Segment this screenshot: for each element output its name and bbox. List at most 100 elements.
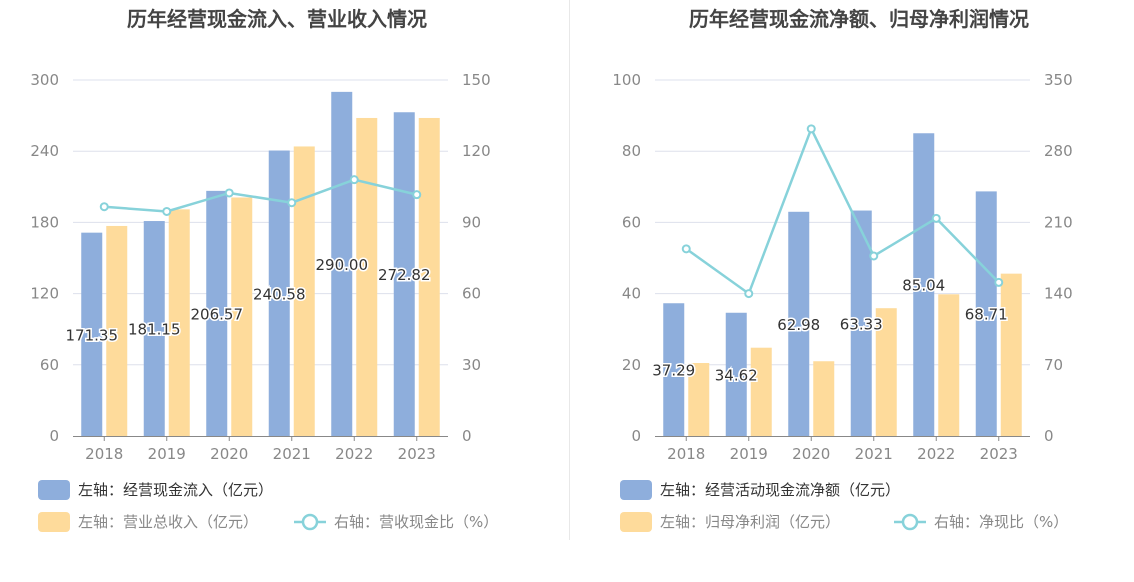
line-point bbox=[931, 213, 941, 223]
y-left-tick-label: 0 bbox=[631, 427, 641, 445]
bar-series-2 bbox=[938, 294, 960, 436]
bar-series-2 bbox=[875, 308, 897, 436]
line-point bbox=[744, 289, 754, 299]
y-left-tick-label: 240 bbox=[30, 142, 59, 160]
bar-series-1 bbox=[850, 210, 872, 436]
bar-data-label: 171.35 bbox=[66, 326, 119, 344]
bar-series-2 bbox=[106, 225, 128, 436]
y-right-tick-label: 150 bbox=[462, 71, 491, 89]
x-tick-label: 2018 bbox=[667, 445, 705, 463]
panel-divider bbox=[569, 0, 570, 540]
chart-title: 历年经营现金流入、营业收入情况 bbox=[127, 7, 427, 31]
bar-series-1 bbox=[81, 232, 103, 436]
y-right-tick-label: 60 bbox=[462, 285, 481, 303]
bar-data-label: 63.33 bbox=[840, 315, 883, 333]
y-left-tick-label: 20 bbox=[622, 356, 641, 374]
bar-series-1 bbox=[788, 211, 810, 436]
y-right-tick-label: 210 bbox=[1044, 213, 1073, 231]
y-right-tick-label: 280 bbox=[1044, 142, 1073, 160]
x-tick-label: 2020 bbox=[210, 445, 248, 463]
legend-line-marker bbox=[301, 513, 319, 531]
bar-series-2 bbox=[688, 363, 710, 436]
y-right-tick-label: 0 bbox=[462, 427, 472, 445]
line-point bbox=[869, 251, 879, 261]
x-tick-label: 2022 bbox=[917, 445, 955, 463]
y-right-tick-label: 30 bbox=[462, 356, 481, 374]
x-tick-label: 2021 bbox=[855, 445, 893, 463]
legend-label: 左轴：经营活动现金流净额（亿元） bbox=[660, 481, 900, 499]
y-right-tick-label: 70 bbox=[1044, 356, 1063, 374]
y-right-tick-label: 0 bbox=[1044, 427, 1054, 445]
x-tick-label: 2019 bbox=[730, 445, 768, 463]
y-left-tick-label: 180 bbox=[30, 213, 59, 231]
bar-data-label: 272.82 bbox=[378, 266, 431, 284]
y-left-tick-label: 120 bbox=[30, 285, 59, 303]
bar-series-1 bbox=[725, 312, 747, 436]
legend-swatch bbox=[620, 480, 652, 500]
y-left-tick-label: 60 bbox=[40, 356, 59, 374]
bar-data-label: 290.00 bbox=[316, 256, 369, 274]
bar-series-2 bbox=[750, 347, 772, 436]
x-tick-label: 2022 bbox=[335, 445, 373, 463]
line-point bbox=[412, 190, 422, 200]
bar-data-label: 206.57 bbox=[191, 305, 244, 323]
legend-label: 右轴：净现比（%） bbox=[934, 513, 1068, 531]
bar-series-1 bbox=[663, 303, 685, 436]
bar-data-label: 181.15 bbox=[128, 321, 181, 339]
line-point bbox=[681, 244, 691, 254]
line-point bbox=[224, 188, 234, 198]
bar-series-1 bbox=[206, 190, 228, 436]
y-right-tick-label: 140 bbox=[1044, 285, 1073, 303]
chart-cash-inflow-revenue: 历年经营现金流入、营业收入情况 0 0 60 30 120 60 180 90 240 120 300… bbox=[30, 7, 498, 532]
bar-series-2 bbox=[418, 117, 440, 437]
legend-line-marker bbox=[901, 513, 919, 531]
legend-label: 右轴：营收现金比（%） bbox=[334, 513, 498, 531]
legend-swatch bbox=[38, 512, 70, 532]
y-left-tick-label: 100 bbox=[612, 71, 641, 89]
legend-swatch bbox=[620, 512, 652, 532]
x-tick-label: 2021 bbox=[273, 445, 311, 463]
line-point bbox=[994, 277, 1004, 287]
chart-title: 历年经营现金流净额、归母净利润情况 bbox=[689, 7, 1029, 31]
legend-label: 左轴：经营现金流入（亿元） bbox=[78, 481, 273, 499]
bar-series-1 bbox=[913, 133, 935, 436]
bar-series-2 bbox=[168, 209, 190, 436]
x-tick-label: 2023 bbox=[398, 445, 436, 463]
line-point bbox=[162, 206, 172, 216]
line-point bbox=[349, 175, 359, 185]
bar-data-label: 85.04 bbox=[902, 277, 945, 295]
legend-swatch bbox=[38, 480, 70, 500]
legend-label: 左轴：归母净利润（亿元） bbox=[660, 513, 840, 531]
bar-series-2 bbox=[231, 197, 253, 436]
bar-series-2 bbox=[813, 361, 835, 436]
y-left-tick-label: 40 bbox=[622, 285, 641, 303]
y-left-tick-label: 80 bbox=[622, 142, 641, 160]
y-right-tick-label: 90 bbox=[462, 213, 481, 231]
bar-data-label: 240.58 bbox=[253, 285, 306, 303]
bar-data-label: 62.98 bbox=[777, 316, 820, 334]
bar-series-1 bbox=[975, 191, 997, 436]
line-series bbox=[685, 125, 1000, 296]
bar-series-2 bbox=[1000, 273, 1022, 436]
x-tick-label: 2020 bbox=[792, 445, 830, 463]
x-tick-label: 2023 bbox=[980, 445, 1018, 463]
line-point bbox=[806, 124, 816, 134]
bar-series-2 bbox=[293, 146, 315, 436]
bar-data-label: 37.29 bbox=[652, 362, 695, 380]
bar-data-label: 68.71 bbox=[965, 306, 1008, 324]
line-series bbox=[104, 178, 418, 213]
y-right-tick-label: 120 bbox=[462, 142, 491, 160]
bar-series-1 bbox=[268, 150, 290, 437]
bar-series-1 bbox=[143, 221, 165, 436]
x-tick-label: 2018 bbox=[85, 445, 123, 463]
x-tick-label: 2019 bbox=[148, 445, 186, 463]
y-left-tick-label: 60 bbox=[622, 213, 641, 231]
y-right-tick-label: 350 bbox=[1044, 71, 1073, 89]
bar-series-1 bbox=[331, 91, 353, 436]
bar-series-2 bbox=[356, 117, 378, 437]
line-point bbox=[99, 202, 109, 212]
y-left-tick-label: 300 bbox=[30, 71, 59, 89]
legend-label: 左轴：营业总收入（亿元） bbox=[78, 513, 258, 531]
bar-data-label: 34.62 bbox=[715, 366, 758, 384]
